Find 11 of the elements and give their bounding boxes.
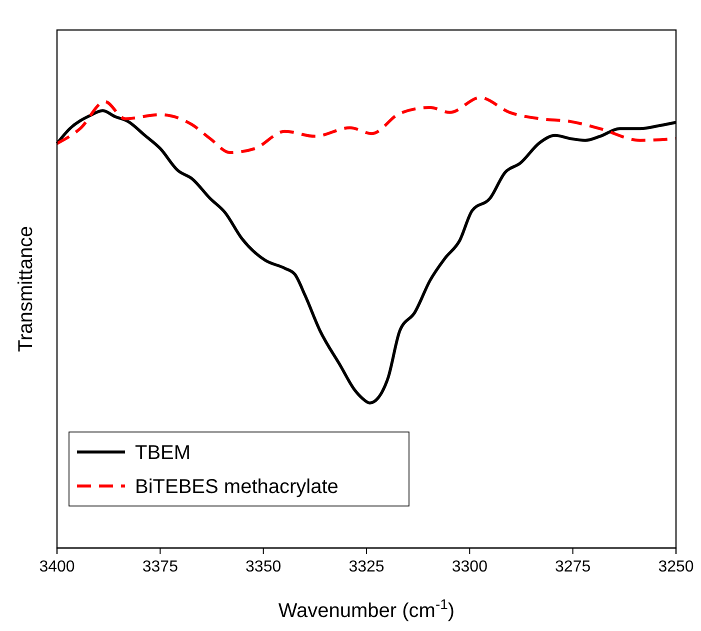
y-axis-title: Transmittance — [15, 226, 37, 352]
x-tick-label: 3325 — [348, 558, 384, 576]
x-axis-title: Wavenumber (cm$^{-1}$) — [278, 596, 455, 622]
x-tick-label: 3350 — [246, 558, 282, 576]
x-tick-label: 3400 — [39, 558, 75, 576]
x-tick-label: 3300 — [452, 558, 488, 576]
x-tick-label: 3375 — [142, 558, 178, 576]
x-tick-label: 3250 — [658, 558, 694, 576]
legend-label: BiTEBES methacrylate — [135, 476, 338, 498]
x-tick-label: 3275 — [555, 558, 591, 576]
legend-label: TBEM — [135, 442, 191, 464]
